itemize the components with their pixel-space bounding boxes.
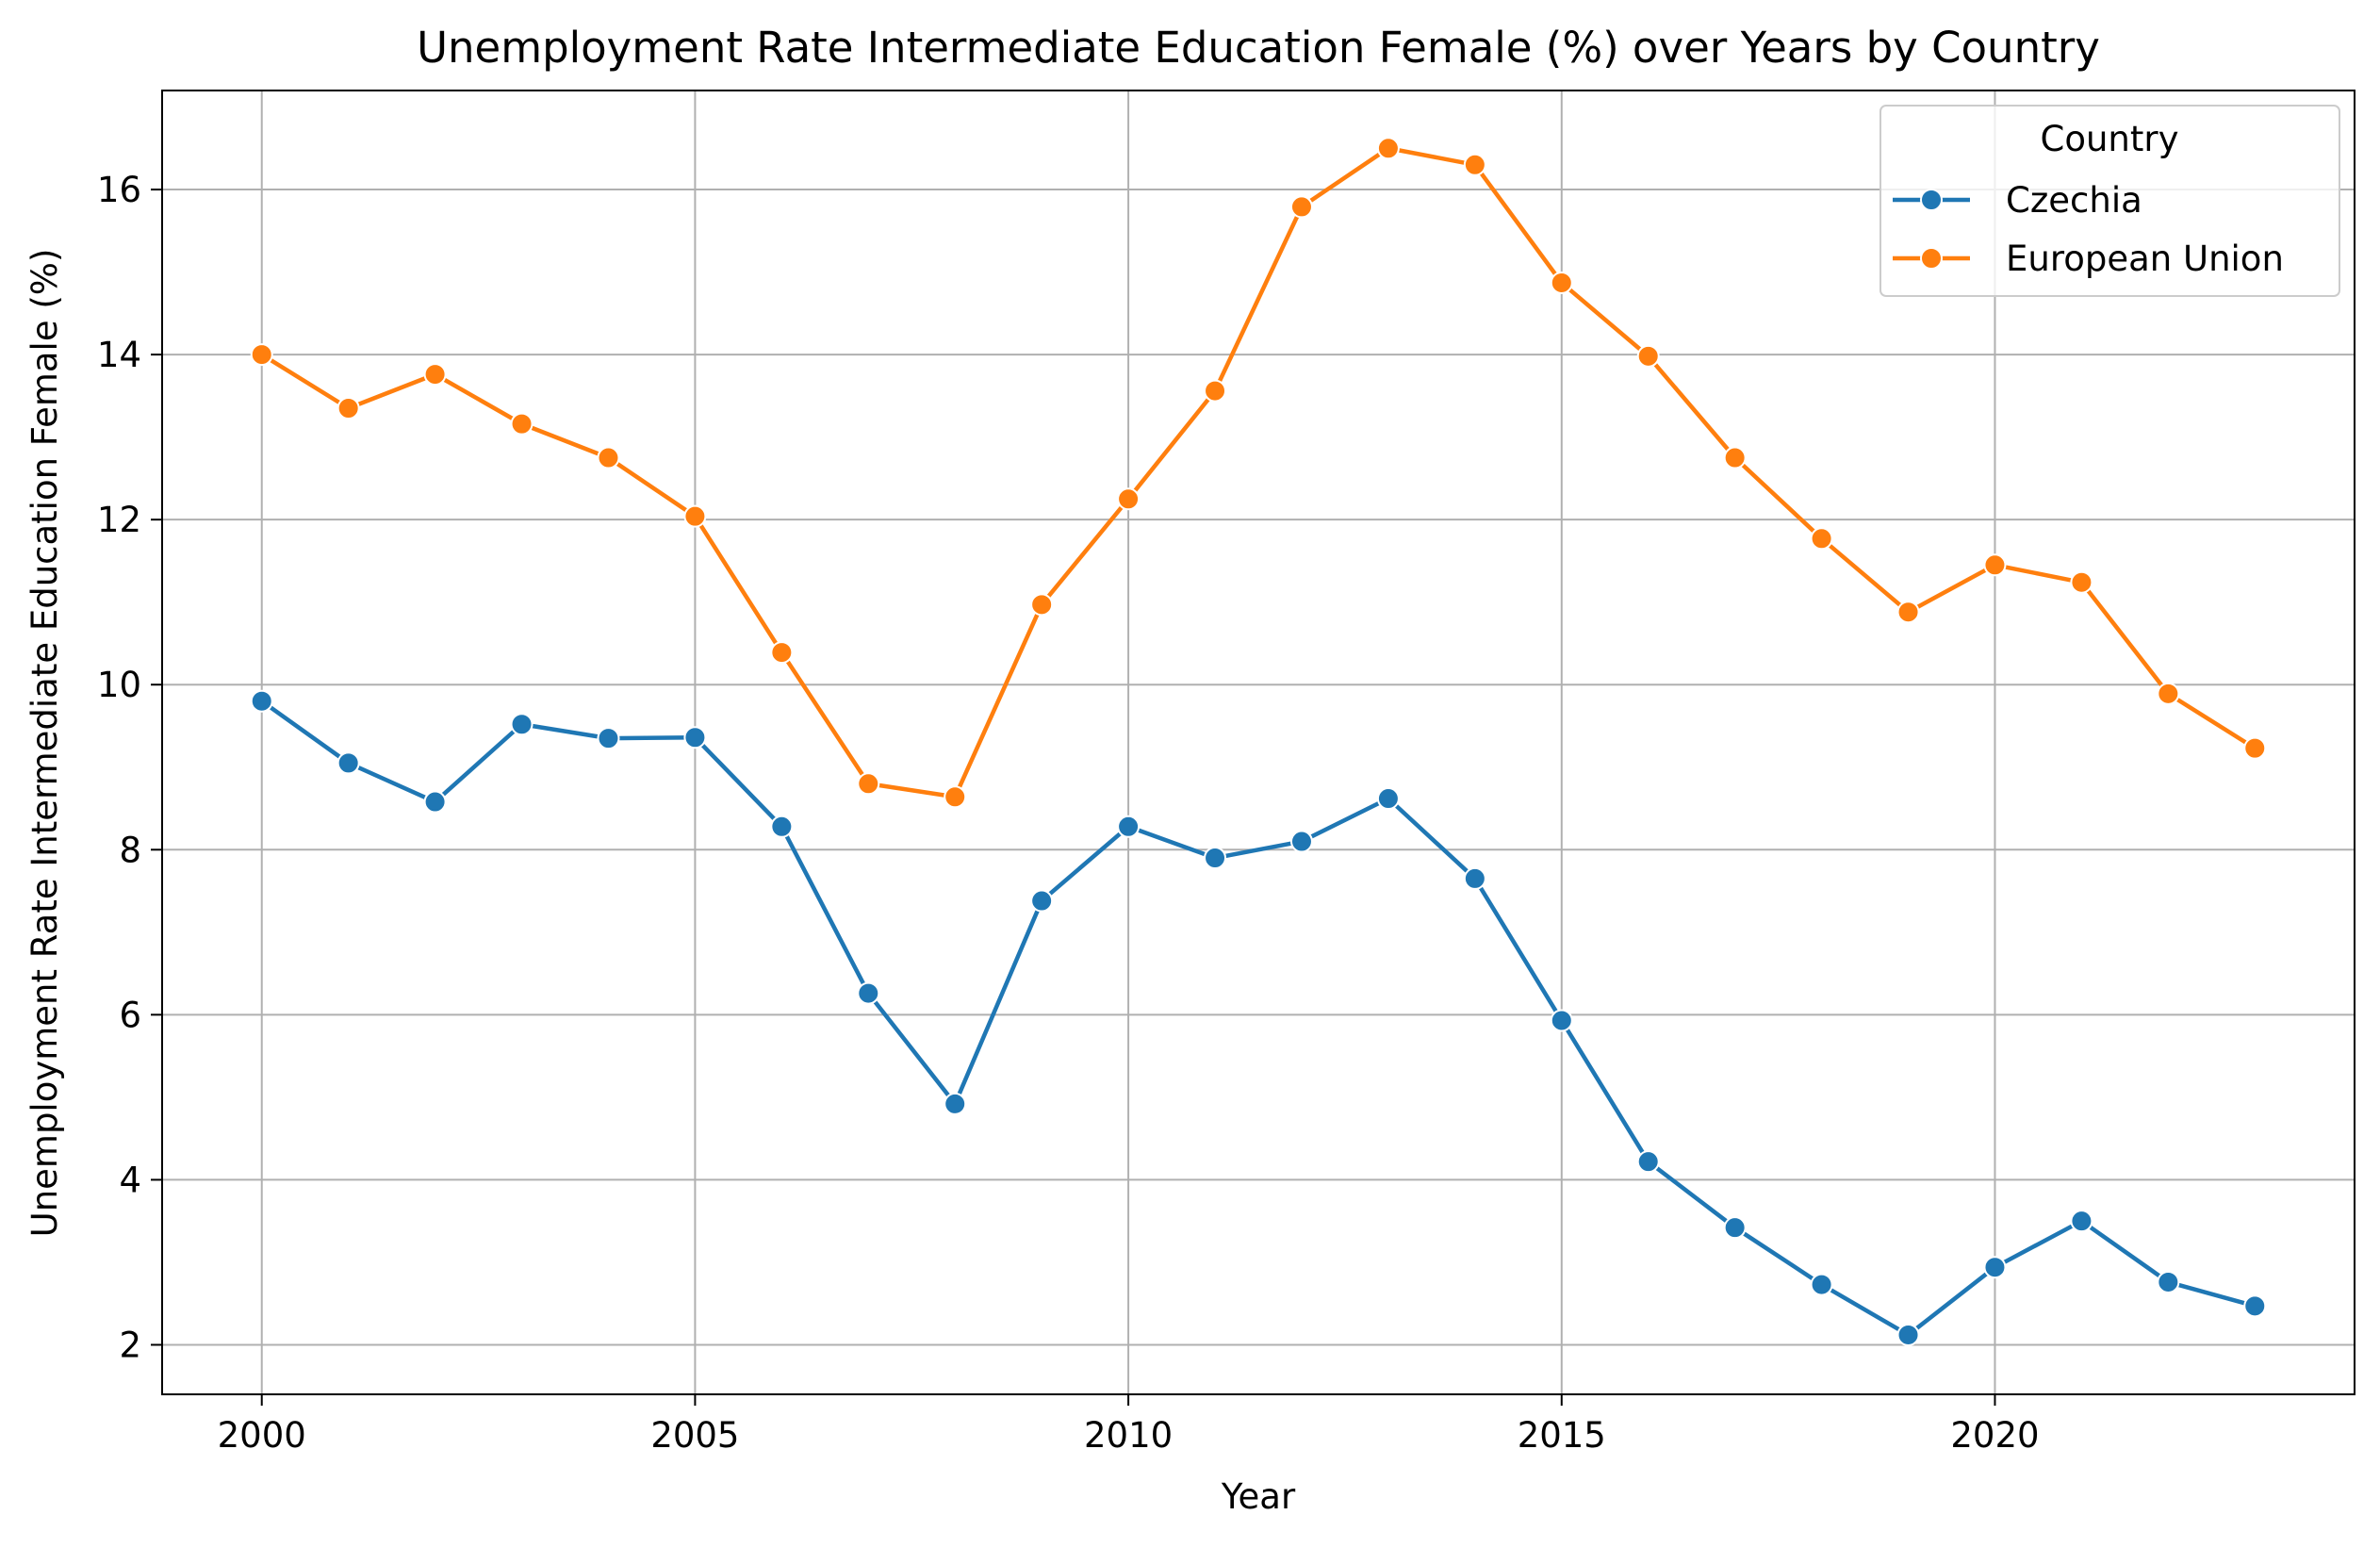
y-axis-label: Unemployment Rate Intermediate Education… <box>25 249 65 1238</box>
grid-lines <box>162 91 2355 1394</box>
y-tick-label: 10 <box>97 665 141 705</box>
legend: Country Czechia European Union <box>1879 105 2340 297</box>
legend-entry-czechia: Czechia <box>1893 180 2142 221</box>
x-tick-label: 2010 <box>1084 1415 1173 1456</box>
legend-marker-czechia <box>1920 189 1943 211</box>
data-point-european-union <box>597 446 620 469</box>
data-point-european-union <box>770 641 794 665</box>
data-point-czechia <box>857 981 880 1005</box>
data-point-european-union <box>1550 271 1573 294</box>
legend-title: Country <box>2041 119 2179 159</box>
data-point-european-union <box>423 363 447 387</box>
data-point-european-union <box>857 772 880 796</box>
y-tick-label: 6 <box>119 995 141 1035</box>
data-point-european-union <box>1376 137 1400 160</box>
series-line-european-union <box>259 146 2257 799</box>
legend-marker-european-union <box>1920 247 1943 270</box>
data-point-european-union <box>1723 446 1747 469</box>
data-point-czechia <box>1550 1009 1573 1032</box>
legend-entry-european-union: European Union <box>1893 239 2284 279</box>
y-tick-label: 8 <box>119 830 141 870</box>
data-point-czechia <box>2070 1210 2093 1233</box>
y-tick-label: 14 <box>97 335 141 375</box>
data-point-european-union <box>250 343 273 367</box>
data-point-european-union <box>1030 593 1054 617</box>
series-line-czechia <box>259 699 2257 1338</box>
x-tick-label: 2000 <box>218 1415 306 1456</box>
data-point-european-union <box>336 396 360 420</box>
data-point-czechia <box>1204 847 1227 870</box>
data-point-czechia <box>336 751 360 775</box>
data-point-czechia <box>770 815 794 838</box>
data-point-european-union <box>1896 601 1920 624</box>
data-point-czechia <box>1376 787 1400 811</box>
data-point-european-union <box>2070 570 2093 594</box>
series-european-union <box>250 137 2267 809</box>
legend-label-european-union: European Union <box>2006 239 2284 279</box>
data-point-european-union <box>2243 736 2267 760</box>
x-tick-label: 2020 <box>1950 1415 2039 1456</box>
data-point-european-union <box>1289 195 1313 219</box>
data-point-czechia <box>1463 866 1486 890</box>
data-point-czechia <box>510 713 533 736</box>
data-point-czechia <box>250 689 273 713</box>
data-point-czechia <box>2243 1294 2267 1318</box>
y-tick-label: 2 <box>119 1325 141 1365</box>
x-axis-label: Year <box>1221 1476 1296 1517</box>
data-point-czechia <box>944 1092 967 1115</box>
data-point-czechia <box>423 790 447 814</box>
data-point-european-union <box>1117 487 1141 511</box>
series-czechia <box>250 689 2267 1346</box>
data-point-czechia <box>597 727 620 750</box>
data-point-czechia <box>1636 1150 1660 1174</box>
data-point-czechia <box>1723 1216 1747 1240</box>
legend-box <box>1879 105 2340 297</box>
data-point-european-union <box>510 412 533 436</box>
data-point-czechia <box>1117 815 1141 838</box>
legend-entries: Czechia European Union <box>1893 180 2284 279</box>
axis-ticks: 2000 2005 2010 2015 2020 2 4 6 8 10 12 14 16 <box>97 170 2040 1456</box>
data-point-european-union <box>1810 527 1833 551</box>
data-point-czechia <box>1810 1273 1833 1296</box>
data-point-czechia <box>683 726 707 749</box>
x-tick-label: 2005 <box>650 1415 739 1456</box>
data-point-european-union <box>2157 682 2180 705</box>
legend-label-czechia: Czechia <box>2006 180 2142 221</box>
data-point-european-union <box>1463 153 1486 176</box>
plot-area-frame <box>161 90 2355 1395</box>
y-tick-label: 16 <box>97 170 141 210</box>
data-point-czechia <box>1289 830 1313 853</box>
data-point-european-union <box>1636 344 1660 368</box>
data-point-european-union <box>683 504 707 528</box>
x-tick-label: 2015 <box>1518 1415 1606 1456</box>
data-point-european-union <box>1983 553 2007 577</box>
data-point-czechia <box>2157 1270 2180 1293</box>
data-point-czechia <box>1896 1323 1920 1346</box>
data-point-european-union <box>1204 379 1227 403</box>
chart-title: Unemployment Rate Intermediate Education… <box>417 23 2100 73</box>
y-tick-label: 12 <box>97 500 141 540</box>
data-point-czechia <box>1983 1256 2007 1279</box>
data-point-european-union <box>944 785 967 809</box>
series-layer <box>250 137 2267 1346</box>
y-tick-label: 4 <box>119 1160 141 1200</box>
data-point-czechia <box>1030 889 1054 913</box>
